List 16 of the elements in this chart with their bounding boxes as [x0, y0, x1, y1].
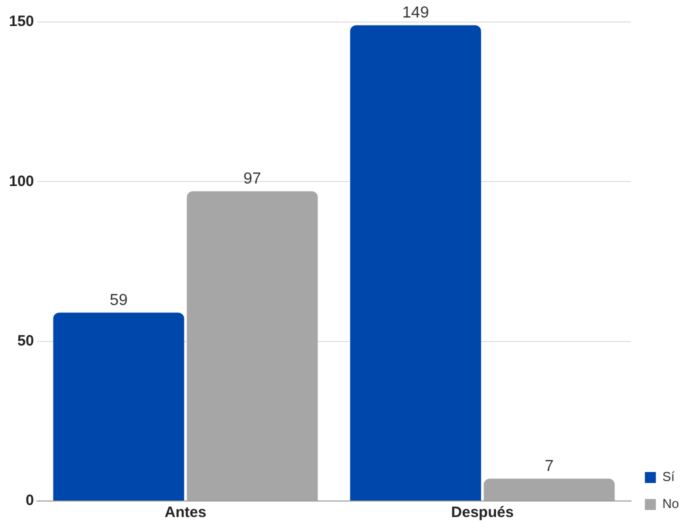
y-tick-label: 50 [17, 332, 34, 350]
bar [53, 312, 184, 500]
bar [186, 191, 318, 500]
y-tick-label: 0 [26, 492, 34, 510]
bar [484, 478, 615, 500]
legend-label: Sí [662, 469, 676, 484]
y-tick-label: 150 [8, 13, 34, 30]
bar [350, 25, 482, 500]
data-label: 149 [402, 4, 430, 22]
legend-label: No [662, 496, 680, 512]
data-label: 97 [243, 170, 262, 188]
y-tick-label: 100 [8, 172, 34, 190]
x-tick-label: Después [451, 504, 514, 522]
x-tick-label: Antes [164, 504, 206, 522]
data-label: 59 [110, 292, 128, 309]
data-label: 7 [544, 458, 554, 476]
